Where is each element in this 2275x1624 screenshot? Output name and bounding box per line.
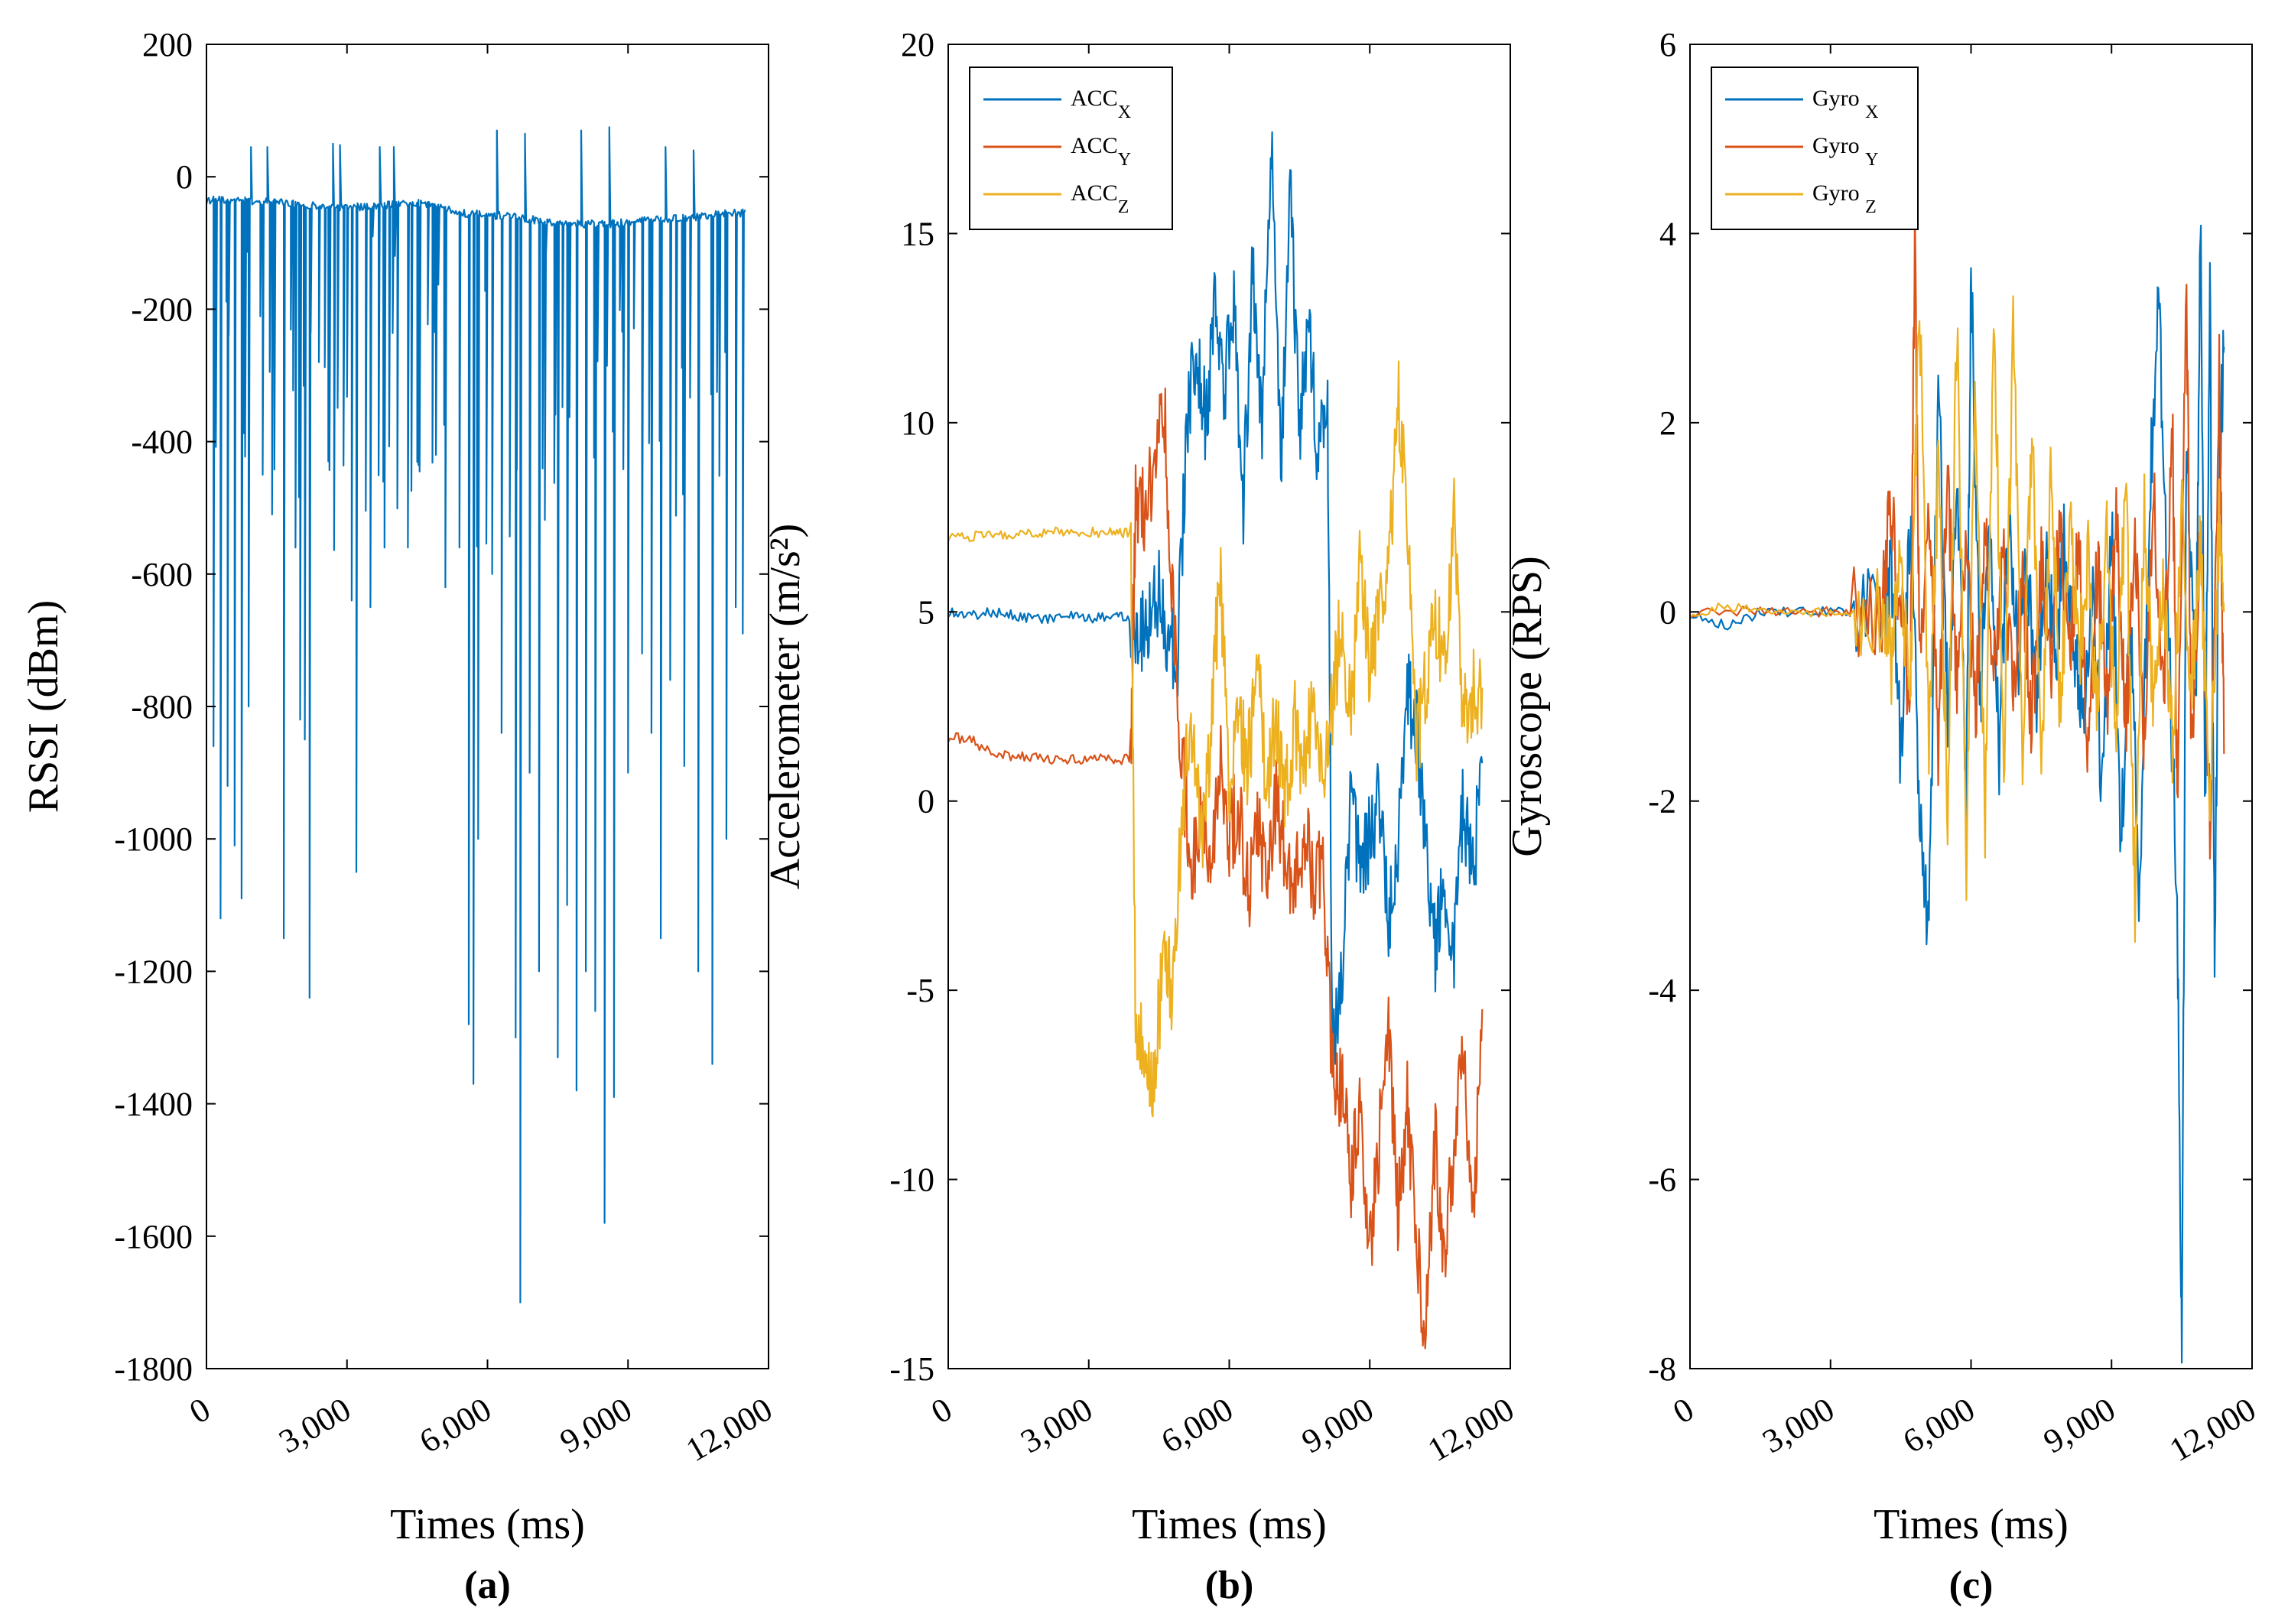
y-tick-label: 4: [1659, 215, 1676, 252]
legend-subscript: Y: [1118, 150, 1131, 170]
series-line-z: [948, 360, 1484, 1118]
y-tick-label: -2: [1648, 783, 1676, 820]
plot-area: [948, 131, 1484, 1350]
y-tick-label: -1200: [114, 953, 193, 990]
legend-box: [969, 67, 1173, 230]
x-tick-label: 3,000: [273, 1390, 357, 1460]
y-tick-label: -1800: [114, 1350, 193, 1388]
x-tick-label: 12,000: [1422, 1390, 1520, 1469]
chart-panel-a: 200 0 -200 -400 -600 -800 -1000 -1200 -1400 -1600…: [20, 26, 778, 1607]
y-tick-label: -6: [1648, 1161, 1676, 1199]
y-tick-label: 10: [901, 404, 934, 442]
series-line-y: [1690, 205, 2225, 860]
series-line-y: [948, 387, 1484, 1350]
panel-label: (a): [464, 1564, 511, 1607]
x-axis-label: Times (ms): [1874, 1501, 2069, 1548]
y-tick-label: -400: [131, 424, 193, 461]
panel-label: (b): [1205, 1564, 1254, 1607]
y-tick-label: -1000: [114, 820, 193, 858]
y-tick-label: -4: [1648, 972, 1676, 1009]
series-line-rssi: [206, 126, 746, 1304]
x-tick-label: 0: [183, 1390, 216, 1431]
x-tick-label: 9,000: [554, 1390, 638, 1460]
x-tick-label: 6,000: [1896, 1390, 1981, 1460]
y-axis-label: Accelerometer (m/s²): [762, 524, 809, 890]
x-axis-label: Times (ms): [1132, 1501, 1327, 1548]
legend-subscript: Y: [1865, 150, 1878, 170]
y-axis-label: Gyroscope (RPS): [1503, 556, 1551, 857]
x-tick-label: 0: [1666, 1390, 1700, 1431]
legend-subscript: Z: [1865, 197, 1877, 217]
series-line-x: [1690, 224, 2225, 1364]
x-axis-label: Times (ms): [390, 1501, 585, 1548]
y-tick-label: 5: [918, 593, 934, 631]
y-tick-label: -15: [889, 1350, 934, 1388]
x-tick-label: 9,000: [1295, 1390, 1380, 1460]
y-tick-label: -8: [1648, 1350, 1676, 1388]
x-tick-label: 12,000: [2163, 1390, 2262, 1469]
y-tick-label: 0: [918, 783, 934, 820]
legend-box: [1711, 67, 1919, 230]
y-tick-label: -1400: [114, 1086, 193, 1123]
plot-area: [206, 126, 746, 1304]
x-tick-label: 6,000: [1155, 1390, 1239, 1460]
x-tick-label: 3,000: [1015, 1390, 1099, 1460]
y-tick-label: -600: [131, 556, 193, 593]
y-tick-label: -1600: [114, 1218, 193, 1255]
legend-subscript: Z: [1118, 197, 1129, 217]
y-tick-label: 200: [142, 26, 193, 63]
plot-area: [1690, 205, 2225, 1364]
y-tick-label: 2: [1659, 404, 1676, 442]
x-tick-label: 9,000: [2037, 1390, 2121, 1460]
legend-subscript: X: [1118, 102, 1131, 122]
y-tick-label: 0: [1659, 593, 1676, 631]
x-tick-label: 0: [925, 1390, 958, 1431]
panel-label: (c): [1949, 1564, 1994, 1607]
series-line-x: [948, 131, 1484, 1065]
x-tick-label: 6,000: [413, 1390, 497, 1460]
y-tick-label: -5: [906, 972, 934, 1009]
y-tick-label: -200: [131, 291, 193, 328]
y-tick-label: 0: [176, 158, 193, 196]
x-tick-label: 3,000: [1757, 1390, 1841, 1460]
x-tick-label: 12,000: [680, 1390, 778, 1469]
y-tick-label: 20: [901, 26, 934, 63]
y-tick-label: 15: [901, 215, 934, 252]
y-tick-label: 6: [1659, 26, 1676, 63]
y-tick-label: -800: [131, 688, 193, 726]
y-tick-label: -10: [889, 1161, 934, 1199]
legend-subscript: X: [1865, 102, 1878, 122]
y-axis-label: RSSI (dBm): [20, 600, 67, 814]
series-line-z: [1690, 295, 2225, 944]
